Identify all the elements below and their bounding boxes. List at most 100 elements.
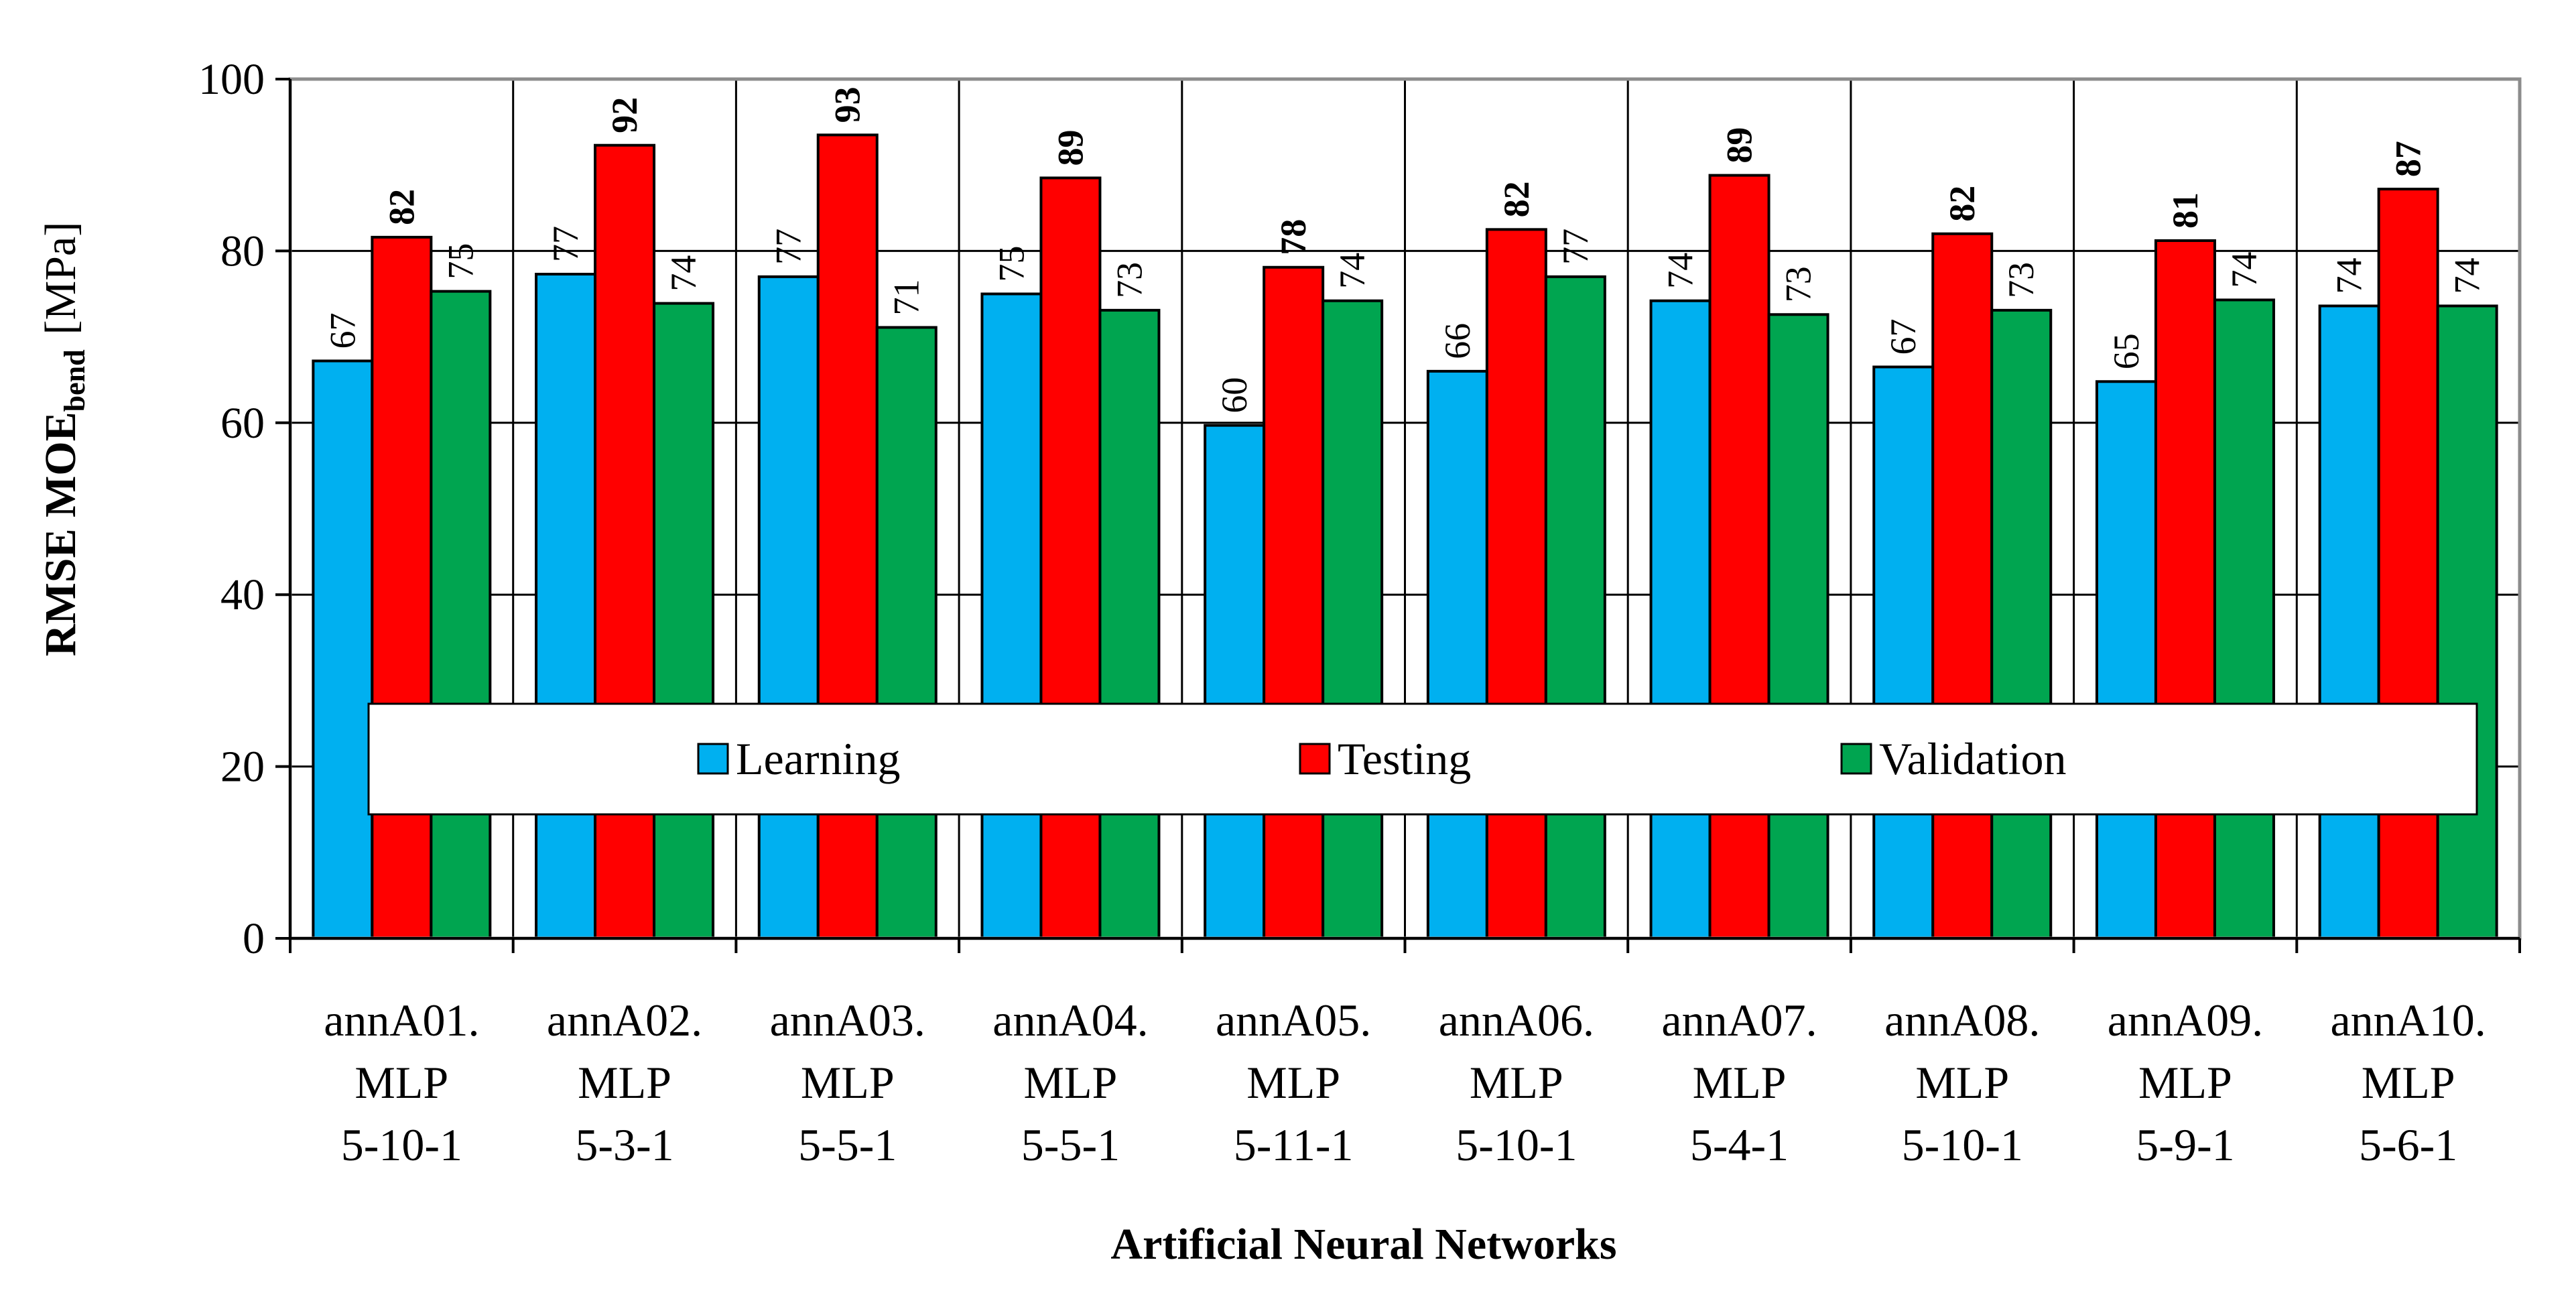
axes	[275, 77, 2522, 953]
bar-validation	[875, 326, 938, 940]
x-category-label: MLP	[1246, 1057, 1340, 1108]
x-category-label: MLP	[801, 1057, 895, 1108]
x-axis-title: Artificial Neural Networks	[1110, 1220, 1616, 1269]
x-category-label: annA05.	[1216, 995, 1371, 1046]
bar-testing	[2154, 239, 2216, 940]
data-label-validation: 71	[887, 279, 927, 315]
bar-learning	[1426, 369, 1488, 940]
bar-validation	[430, 290, 492, 940]
data-label-learning: 60	[1214, 377, 1254, 414]
bar-validation	[1098, 308, 1161, 940]
legend-swatch-learning	[697, 743, 729, 775]
x-category-label: 5-10-1	[1456, 1119, 1577, 1170]
bar-validation	[2436, 304, 2498, 940]
y-axis-title-subscript: bend	[58, 349, 91, 412]
legend: Learning Testing Validation	[367, 702, 2478, 816]
data-label-validation: 73	[1779, 266, 1819, 302]
bar-learning	[2095, 380, 2157, 940]
x-category-label: MLP	[2138, 1057, 2232, 1108]
data-label-testing: 78	[1273, 219, 1313, 255]
data-label-validation: 73	[1109, 262, 1149, 298]
x-category-label: 5-11-1	[1234, 1119, 1354, 1170]
x-category-label: annA06.	[1439, 995, 1594, 1046]
x-category-label: 5-5-1	[798, 1119, 897, 1170]
x-category-label: 5-10-1	[341, 1119, 462, 1170]
x-category-label: annA07.	[1661, 995, 1817, 1046]
x-category-label: 5-9-1	[2136, 1119, 2234, 1170]
bar-testing	[594, 143, 656, 940]
legend-label-learning: Learning	[736, 733, 900, 784]
data-label-testing: 81	[2165, 192, 2205, 229]
legend-label-validation: Validation	[1879, 733, 2067, 784]
bar-testing	[1708, 174, 1770, 940]
y-tick-label: 60	[220, 399, 265, 448]
x-category-label: MLP	[2362, 1057, 2455, 1108]
bar-validation	[1990, 308, 2053, 940]
bar-testing	[816, 133, 879, 940]
x-category-label: MLP	[578, 1057, 671, 1108]
data-label-learning: 74	[1661, 253, 1701, 289]
x-category-label: 5-4-1	[1690, 1119, 1789, 1170]
x-category-label: annA09.	[2108, 995, 2263, 1046]
data-label-learning: 67	[322, 312, 363, 349]
bar-learning	[980, 292, 1043, 940]
x-category-label: annA04.	[992, 995, 1148, 1046]
data-label-learning: 66	[1437, 323, 1478, 359]
bar-testing	[2377, 188, 2439, 940]
data-labels: 67 82 75 77 92 74 77 93 71 75 89 73 60 78 74 66 82 77 74 89…	[322, 86, 2487, 413]
data-label-validation: 77	[1555, 229, 1596, 265]
data-label-learning: 65	[2106, 333, 2146, 369]
bar-validation	[1767, 313, 1829, 940]
x-category-label: annA08.	[1884, 995, 2040, 1046]
data-label-testing: 89	[1720, 127, 1760, 164]
legend-swatch-testing	[1299, 743, 1331, 775]
bar-learning	[1204, 424, 1266, 940]
data-label-testing: 82	[1496, 181, 1537, 217]
bar-learning	[1872, 365, 1935, 940]
y-axis-title-main: RMSE MOE	[36, 412, 85, 656]
y-tick-label: 0	[243, 914, 265, 963]
legend-label-testing: Testing	[1338, 733, 1471, 784]
x-category-label: MLP	[1693, 1057, 1787, 1108]
y-tick-label: 100	[198, 55, 265, 104]
data-label-validation: 74	[2447, 257, 2488, 294]
bar-validation	[653, 302, 715, 940]
data-label-testing: 82	[1942, 186, 1982, 222]
data-label-learning: 77	[545, 226, 586, 262]
y-tick-label: 20	[220, 743, 265, 792]
data-label-learning: 77	[769, 229, 809, 265]
bar-learning	[2318, 304, 2380, 940]
bar-validation	[2213, 298, 2275, 940]
data-label-testing: 92	[604, 97, 645, 133]
bar-validation	[1322, 299, 1384, 940]
bar-learning	[312, 359, 374, 940]
data-label-validation: 74	[1332, 253, 1372, 289]
bar-learning	[535, 273, 597, 940]
y-tick-label: 40	[220, 570, 265, 619]
x-category-label: 5-3-1	[575, 1119, 673, 1170]
x-category-label: 5-6-1	[2359, 1119, 2457, 1170]
x-category-label: MLP	[1470, 1057, 1563, 1108]
data-label-learning: 74	[2329, 257, 2370, 294]
x-category-label: MLP	[1024, 1057, 1118, 1108]
data-label-testing: 93	[828, 86, 868, 123]
legend-swatch-validation	[1840, 743, 1872, 775]
bar-testing	[1931, 232, 1994, 940]
bar-testing	[1485, 228, 1547, 940]
x-category-label: annA03.	[770, 995, 925, 1046]
data-label-testing: 89	[1050, 129, 1090, 166]
bar-learning	[757, 275, 820, 940]
bar-testing	[1263, 265, 1325, 940]
bar-testing	[1039, 176, 1102, 940]
bars	[312, 133, 2498, 940]
y-axis-title: RMSE MOEbend [MPa]	[36, 222, 91, 656]
bar-testing	[371, 235, 433, 940]
y-axis-title-unit: [MPa]	[36, 222, 85, 335]
x-category-label: annA01.	[324, 995, 479, 1046]
bar-learning	[1649, 299, 1712, 940]
y-tick-labels: 0 20 40 60 80 100	[198, 55, 265, 963]
data-label-validation: 74	[2224, 251, 2264, 288]
x-category-label: 5-5-1	[1021, 1119, 1120, 1170]
x-category-label: annA10.	[2331, 995, 2486, 1046]
